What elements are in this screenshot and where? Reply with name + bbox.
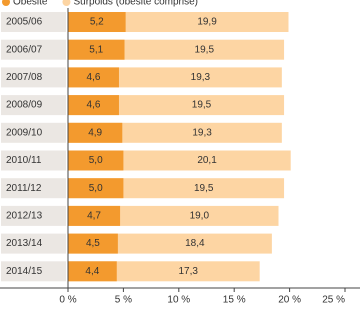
category-box: [1, 150, 66, 171]
y-tick-label: 2007/08: [6, 72, 43, 83]
value-label: 4,6: [87, 72, 101, 83]
bar: [68, 12, 126, 32]
y-tick-label: 2009/10: [6, 127, 43, 138]
y-tick-label: 2005/06: [6, 17, 43, 28]
bar: [68, 233, 118, 254]
value-label: 19,5: [194, 183, 214, 194]
x-tick-label: 5 %: [115, 295, 132, 306]
value-label: 5,1: [89, 44, 103, 55]
category-box: [1, 12, 66, 32]
y-tick-label: 2010/11: [6, 155, 42, 166]
y-tick-label: 2008/09: [6, 100, 43, 111]
bar: [68, 205, 121, 226]
bar: [68, 67, 119, 88]
value-label: 20,1: [197, 155, 217, 166]
bar: [68, 95, 119, 116]
value-label: 19,0: [190, 211, 210, 222]
x-tick-label: 25 %: [322, 295, 345, 306]
bar: [68, 150, 291, 171]
legend-label: Obésité: [13, 0, 48, 8]
bar: [68, 67, 282, 88]
y-tick-label: 2014/15: [6, 266, 43, 277]
value-label: 19,5: [195, 44, 215, 55]
x-tick-label: 0 %: [59, 295, 76, 306]
bar: [68, 39, 125, 60]
value-label: 19,3: [191, 72, 211, 83]
value-label: 19,3: [192, 127, 212, 138]
bar: [68, 178, 124, 199]
value-label: 4,9: [88, 127, 102, 138]
y-tick-label: 2006/07: [6, 44, 43, 55]
value-label: 18,4: [185, 238, 205, 249]
legend-label: Surpoids (obésité comprise): [73, 0, 198, 8]
value-label: 5,0: [89, 183, 103, 194]
bar: [68, 150, 124, 171]
bar: [68, 95, 285, 116]
x-tick-label: 20 %: [278, 295, 301, 306]
category-box: [1, 233, 66, 254]
value-label: 17,3: [178, 266, 198, 277]
value-label: 19,9: [197, 17, 217, 28]
bar: [68, 205, 279, 226]
bar: [68, 122, 123, 143]
legend-marker: [62, 0, 71, 6]
value-label: 5,2: [90, 17, 104, 28]
legend-marker: [2, 0, 10, 6]
value-label: 4,6: [87, 100, 101, 111]
category-box: [1, 67, 66, 88]
category-box: [1, 205, 66, 226]
value-label: 5,0: [89, 155, 103, 166]
bar: [68, 233, 272, 254]
bar: [68, 261, 117, 282]
category-box: [1, 95, 66, 116]
x-tick-label: 15 %: [223, 295, 246, 306]
value-label: 4,7: [87, 211, 101, 222]
value-label: 19,5: [192, 100, 212, 111]
value-label: 4,5: [86, 238, 100, 249]
category-box: [1, 122, 66, 143]
value-label: 4,4: [85, 266, 99, 277]
category-box: [1, 39, 66, 60]
y-tick-label: 2012/13: [6, 211, 43, 222]
y-tick-label: 2011/12: [6, 183, 42, 194]
y-tick-label: 2013/14: [6, 238, 43, 249]
category-box: [1, 261, 66, 282]
category-box: [1, 178, 66, 199]
x-tick-label: 10 %: [167, 295, 190, 306]
